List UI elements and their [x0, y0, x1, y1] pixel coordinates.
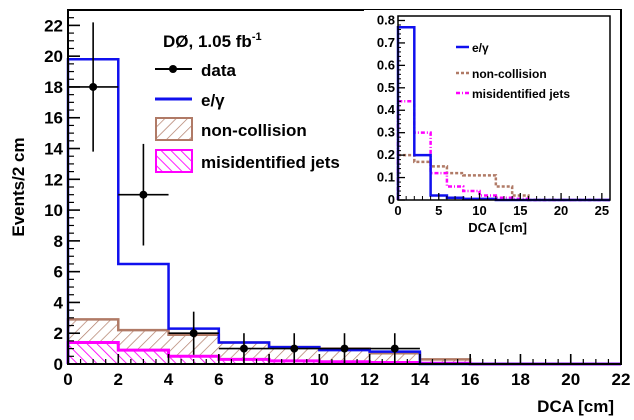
inset-x-tick-label: 5 [435, 203, 442, 218]
x-tick-label: 4 [164, 370, 174, 389]
data-point [168, 311, 219, 355]
inset-legend-noncollision-label: non-collision [472, 67, 547, 81]
y-axis-ticks: 0 2 4 6 8 10 12 14 16 18 20 22 [44, 9, 80, 374]
legend: DØ, 1.05 fb-1 data e/γ non-collision mis… [155, 31, 340, 173]
data-point-marker [340, 344, 349, 353]
inset-legend-misid-label: misidentified jets [472, 87, 570, 101]
x-tick-label: 6 [214, 370, 223, 389]
inset-legend-entry-egamma: e/γ [456, 41, 489, 55]
main-plot: 0 2 4 6 8 10 12 14 16 18 20 22 0246810121416182022 … [9, 9, 630, 416]
legend-data-label: data [201, 61, 237, 80]
data-point [269, 333, 320, 364]
inset-y-tick-label: 0.8 [377, 12, 395, 27]
experiment-label: DØ, 1.05 fb-1 [163, 31, 262, 51]
y-tick-label: 20 [44, 47, 63, 66]
y-tick-label: 4 [54, 293, 64, 312]
x-tick-label: 0 [63, 370, 72, 389]
x-tick-label: 20 [561, 370, 580, 389]
legend-entry-data: data [155, 61, 237, 80]
inset-plot: 0 5 10 15 20 25 0 0.1 0.2 0.3 0.4 0.5 0.6 0.7 0.8 DCA… [364, 10, 620, 248]
data-point [369, 333, 420, 364]
inset-x-axis-ticks: 0 5 10 15 20 25 [394, 193, 611, 218]
inset-y-tick-label: 0.7 [377, 35, 395, 50]
x-axis-label: DCA [cm] [537, 397, 614, 416]
y-axis-label: Events/2 cm [9, 137, 28, 236]
legend-entry-misid: misidentified jets [155, 149, 340, 173]
x-axis-ticks: 0 2 4 6 8 10 12 14 16 18 20 22 [63, 354, 630, 389]
y-tick-label: 14 [44, 140, 63, 159]
y-tick-label: 0 [54, 355, 63, 374]
inset-y-tick-label: 0.2 [377, 147, 395, 162]
legend-misid-label: misidentified jets [201, 153, 340, 172]
inset-y-tick-label: 0 [388, 192, 395, 207]
x-tick-label: 18 [511, 370, 530, 389]
data-point-marker [89, 82, 98, 91]
data-point-marker [189, 329, 198, 338]
inset-legend-entry-misid: misidentified jets [456, 87, 570, 101]
legend-entry-egamma: e/γ [155, 91, 225, 110]
x-tick-label: 14 [410, 370, 429, 389]
legend-noncollision-label: non-collision [201, 121, 307, 140]
inset-y-tick-label: 0.4 [377, 102, 396, 117]
x-tick-label: 10 [310, 370, 329, 389]
inset-x-tick-label: 10 [472, 203, 486, 218]
y-tick-label: 10 [44, 201, 63, 220]
inset-legend-egamma-label: e/γ [472, 41, 489, 55]
data-point [218, 333, 270, 364]
y-tick-label: 8 [54, 232, 63, 251]
inset-y-tick-label: 0.3 [377, 125, 395, 140]
y-tick-label: 2 [54, 324, 63, 343]
inset-legend-entry-noncollision: non-collision [456, 67, 547, 81]
x-tick-label: 22 [612, 370, 631, 389]
data-point-marker [239, 344, 248, 353]
y-tick-label: 16 [44, 109, 63, 128]
inset-background [364, 10, 620, 248]
inset-x-axis-label: DCA [cm] [468, 220, 527, 235]
data-point [319, 333, 370, 364]
inset-x-tick-label: 15 [513, 203, 527, 218]
inset-legend: e/γ non-collision misidentified jets [456, 41, 570, 101]
experiment-title-superscript: -1 [252, 31, 262, 43]
inset-y-tick-label: 0.5 [377, 80, 395, 95]
inset-x-tick-label: 20 [554, 203, 568, 218]
inset-x-tick-label: 25 [595, 203, 609, 218]
experiment-title: DØ, 1.05 fb [163, 32, 252, 51]
inset-y-tick-label: 0.6 [377, 57, 395, 72]
y-tick-label: 18 [44, 78, 63, 97]
y-tick-label: 22 [44, 16, 63, 35]
data-points [68, 22, 420, 364]
legend-data-marker [169, 65, 177, 73]
inset-x-tick-label: 0 [394, 203, 401, 218]
x-tick-label: 8 [264, 370, 273, 389]
data-point [118, 143, 169, 246]
x-tick-label: 16 [461, 370, 480, 389]
inset-y-tick-label: 0.1 [377, 170, 395, 185]
legend-misid-swatch [155, 149, 193, 173]
y-tick-label: 12 [44, 170, 63, 189]
legend-entry-noncollision: non-collision [155, 117, 307, 141]
x-tick-label: 12 [360, 370, 379, 389]
y-tick-label: 6 [54, 263, 63, 282]
x-tick-label: 2 [114, 370, 123, 389]
legend-noncollision-swatch [155, 117, 193, 141]
inset-noncollision-histogram [396, 153, 610, 202]
inset-y-axis-ticks: 0 0.1 0.2 0.3 0.4 0.5 0.6 0.7 0.8 [377, 12, 405, 207]
legend-egamma-label: e/γ [201, 91, 225, 110]
data-point-marker [139, 190, 148, 199]
data-point-marker [390, 344, 399, 353]
data-point-marker [290, 344, 299, 353]
